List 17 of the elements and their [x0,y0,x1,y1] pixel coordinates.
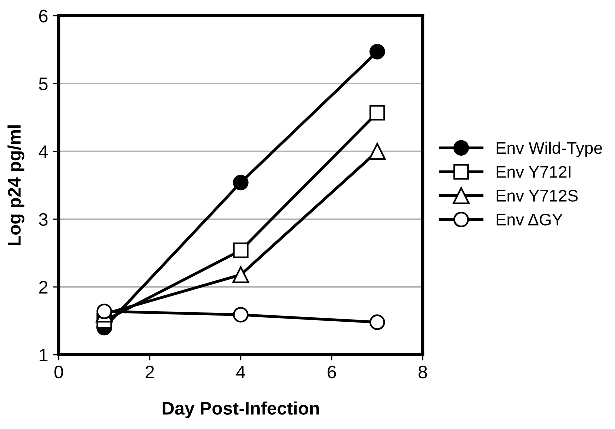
y-tick-label: 3 [39,213,48,226]
y-tick-label: 4 [38,146,48,158]
x-tick-label: 4 [236,366,246,378]
legend-label: Env Y712I [496,166,571,178]
x-tick-label: 2 [146,366,154,378]
legend-label: Env Wild-Type [496,142,602,158]
y-tick-label: 5 [39,78,48,91]
x-tick-label: 8 [418,366,428,379]
x-axis-title: Day Post-Infection [162,402,320,419]
x-tick-label: 0 [54,366,64,379]
y-axis-title: Log p24 pg/ml [8,126,25,246]
x-tick-label: 6 [328,366,336,379]
y-tick-label: 1 [40,349,48,362]
legend-label: Env ΔGY [496,214,563,226]
y-tick-label: 6 [39,10,48,23]
legend-label: Env Y712S [496,190,578,202]
y-tick-label: 2 [39,281,48,294]
